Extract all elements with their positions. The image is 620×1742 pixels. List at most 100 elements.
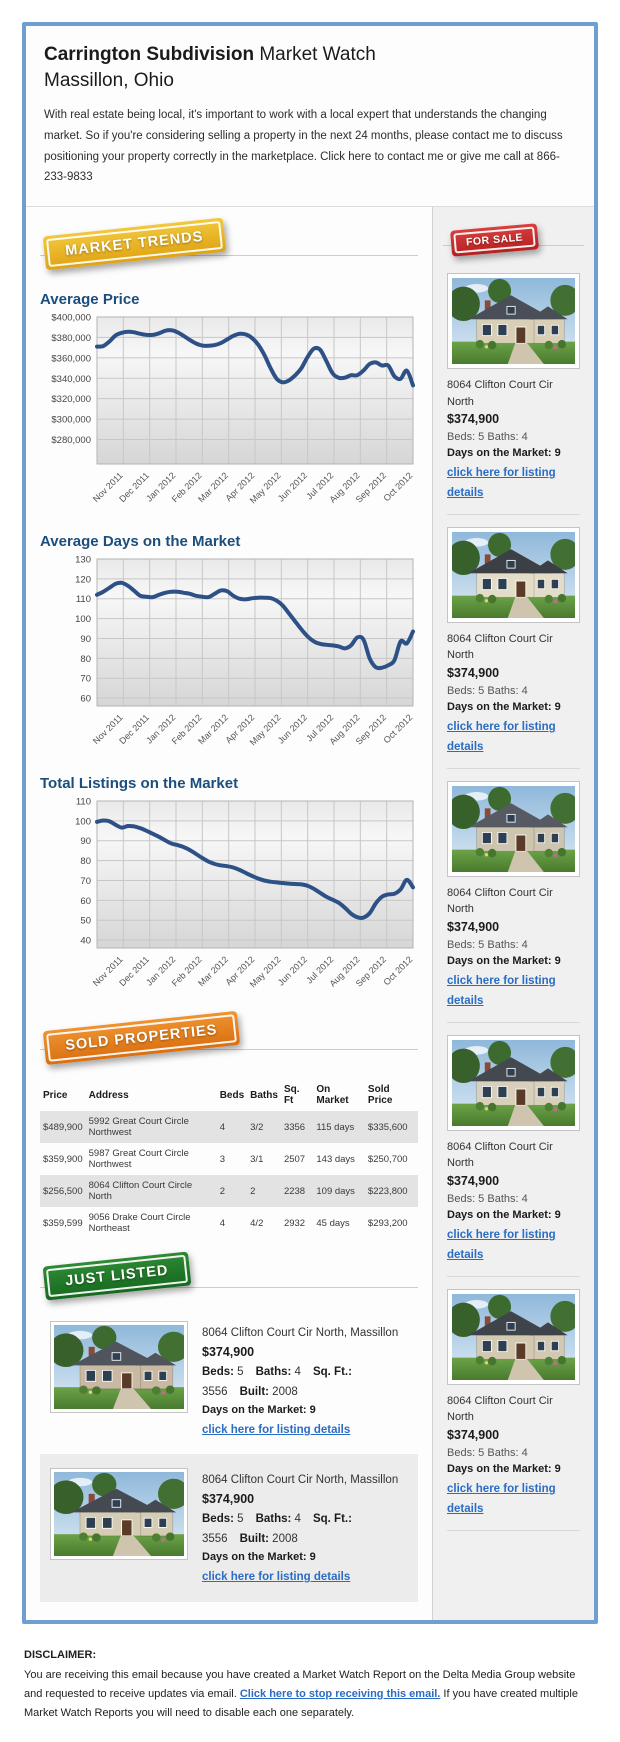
for-sale-section-head: FOR SALE [443,223,584,263]
listing-days-on-market: Days on the Market: 9 [447,701,561,714]
listing-address: 8064 Clifton Court Cir North [447,379,553,408]
sold-table-cell: 2507 [283,1153,306,1165]
listing-details-link[interactable]: click here for listing details [447,466,556,500]
spec-value: 5 [237,1365,244,1378]
listing-photo [447,1034,580,1131]
sold-table-cell: 4 [219,1217,225,1229]
listing-address: 8064 Clifton Court Cir North, Massillon [202,1327,399,1340]
chart-title: Average Price [40,291,140,309]
svg-text:$320,000: $320,000 [51,394,91,405]
svg-text:80: 80 [80,654,91,665]
chart-total-listings-on-the-market: Total Listings on the Market 110 100 90 80 7… [40,775,418,1001]
listing-days-on-market: Days on the Market: 9 [202,1404,316,1417]
sold-table-head: Price Address Beds Baths Sq. Ft On Market Sold… [40,1079,418,1111]
sold-table-cell: 4/2 [250,1217,264,1229]
for-sale-card: 8064 Clifton Court Cir North $374,900 Be… [443,263,584,515]
svg-text:Jun 2012: Jun 2012 [276,470,309,503]
disclaimer: DISCLAIMER: You are receiving this email… [24,1646,596,1723]
for-sale-card-list: 8064 Clifton Court Cir North $374,900 Be… [443,263,584,1531]
sold-table-cell: $293,200 [367,1217,408,1229]
just-listed-list: 8064 Clifton Court Cir North, Massillon … [40,1307,418,1602]
svg-text:Oct 2012: Oct 2012 [382,954,415,987]
spec-label: Sq. Ft.: [312,1365,352,1378]
chart-title: Total Listings on the Market [40,775,239,793]
just-listed-badge: JUST LISTED [42,1251,192,1301]
listing-photo [447,273,580,370]
spec-label: Sq. Ft.: [312,1513,352,1526]
sold-properties-section-head: SOLD PROPERTIES [40,1010,418,1069]
listing-price: $374,900 [447,1427,500,1442]
svg-text:110: 110 [76,594,91,605]
listing-details-link[interactable]: click here for listing details [202,1571,351,1584]
sold-table-cell: $250,700 [367,1153,408,1165]
for-sale-badge: FOR SALE [450,223,540,257]
svg-text:50: 50 [80,916,91,927]
svg-text:60: 60 [80,694,91,705]
svg-text:Jun 2012: Jun 2012 [276,954,309,987]
disclaimer-heading: DISCLAIMER: [24,1648,97,1661]
sold-table-cell: 8064 Clifton Court Circle North [85,1175,217,1208]
for-sale-sidebar: FOR SALE 8064 Clifton Court Cir N [432,207,594,1620]
svg-text:100: 100 [75,816,91,827]
listing-photo [447,526,580,623]
listing-photo [50,1468,188,1561]
sold-properties-badge-label: SOLD PROPERTIES [46,1014,237,1062]
listing-price: $374,900 [447,919,500,934]
listing-days-on-market: Days on the Market: 9 [447,447,561,460]
sold-table-cell: 2 [216,1175,248,1208]
sold-col-price: Price [43,1089,68,1101]
listing-specs: Beds: 5 Baths: 4 Sq. Ft.: 3556 Built: 2008 [202,1509,408,1549]
section-rule [40,1049,418,1051]
spec-value: 2008 [272,1533,298,1546]
card-divider [447,1021,580,1023]
svg-text:130: 130 [75,555,91,566]
listing-beds-baths: Beds: 5 Baths: 4 [447,1446,528,1459]
svg-text:60: 60 [80,896,91,907]
listing-beds-baths: Beds: 5 Baths: 4 [447,1192,528,1205]
spec-value: 3556 [202,1386,228,1399]
just-listed-row: 8064 Clifton Court Cir North, Massillon … [40,1307,418,1454]
listing-specs: Beds: 5 Baths: 4 Sq. Ft.: 3556 Built: 2008 [202,1362,408,1402]
page-title-rest: Market Watch [254,44,376,65]
listing-days-on-market: Days on the Market: 9 [202,1551,316,1564]
listing-details-link[interactable]: click here for listing details [447,974,556,1008]
svg-text:100: 100 [75,614,91,625]
listing-beds-baths: Beds: 5 Baths: 4 [447,684,528,697]
listing-details-link[interactable]: click here for listing details [447,1228,556,1262]
svg-text:$280,000: $280,000 [51,435,91,446]
intro-text: With real estate being local, it's impor… [44,109,563,184]
section-rule [40,255,418,257]
svg-text:$300,000: $300,000 [51,415,91,426]
listing-photo [447,780,580,877]
page-title-bold: Carrington Subdivision [44,44,255,65]
svg-text:80: 80 [80,856,91,867]
sold-table-cell: 5987 Great Court Circle Northwest [88,1148,189,1171]
listing-details-link[interactable]: click here for listing details [447,720,556,754]
for-sale-card: 8064 Clifton Court Cir North $374,900 Be… [443,1279,584,1531]
listing-details-link[interactable]: click here for listing details [447,1482,556,1516]
svg-text:$360,000: $360,000 [51,353,91,364]
just-listed-row: 8064 Clifton Court Cir North, Massillon … [40,1454,418,1602]
svg-text:70: 70 [80,876,91,887]
sold-table-cell: $359,599 [43,1217,83,1229]
unsubscribe-link[interactable]: Click here to stop receiving this email. [239,1687,441,1700]
sold-col-on-market: On Market [316,1084,349,1107]
sold-table-cell: 115 days [313,1111,365,1144]
sold-table-cell: 5992 Great Court Circle Northwest [85,1111,217,1144]
sold-table-cell: 3 [219,1153,225,1165]
svg-text:120: 120 [75,574,91,585]
listing-address: 8064 Clifton Court Cir North [447,1394,553,1424]
chart-average-days-on-the-market: Average Days on the Market 130 120 110 100 9… [40,533,418,759]
svg-text:Oct 2012: Oct 2012 [382,712,415,745]
for-sale-card: 8064 Clifton Court Cir North $374,900 Be… [443,771,584,1023]
listing-beds-baths: Beds: 5 Baths: 4 [447,430,528,443]
spec-value: 5 [237,1513,244,1526]
listing-details-link[interactable]: click here for listing details [202,1423,351,1436]
listing-price: $374,900 [447,665,500,680]
sold-table-cell: $335,600 [364,1111,418,1144]
spec-value: 3556 [202,1533,228,1546]
spec-label: Baths: [255,1365,295,1378]
sold-col-sq-ft: Sq. Ft [283,1084,300,1107]
chart-title: Average Days on the Market [40,533,241,551]
for-sale-card: 8064 Clifton Court Cir North $374,900 Be… [443,1025,584,1277]
